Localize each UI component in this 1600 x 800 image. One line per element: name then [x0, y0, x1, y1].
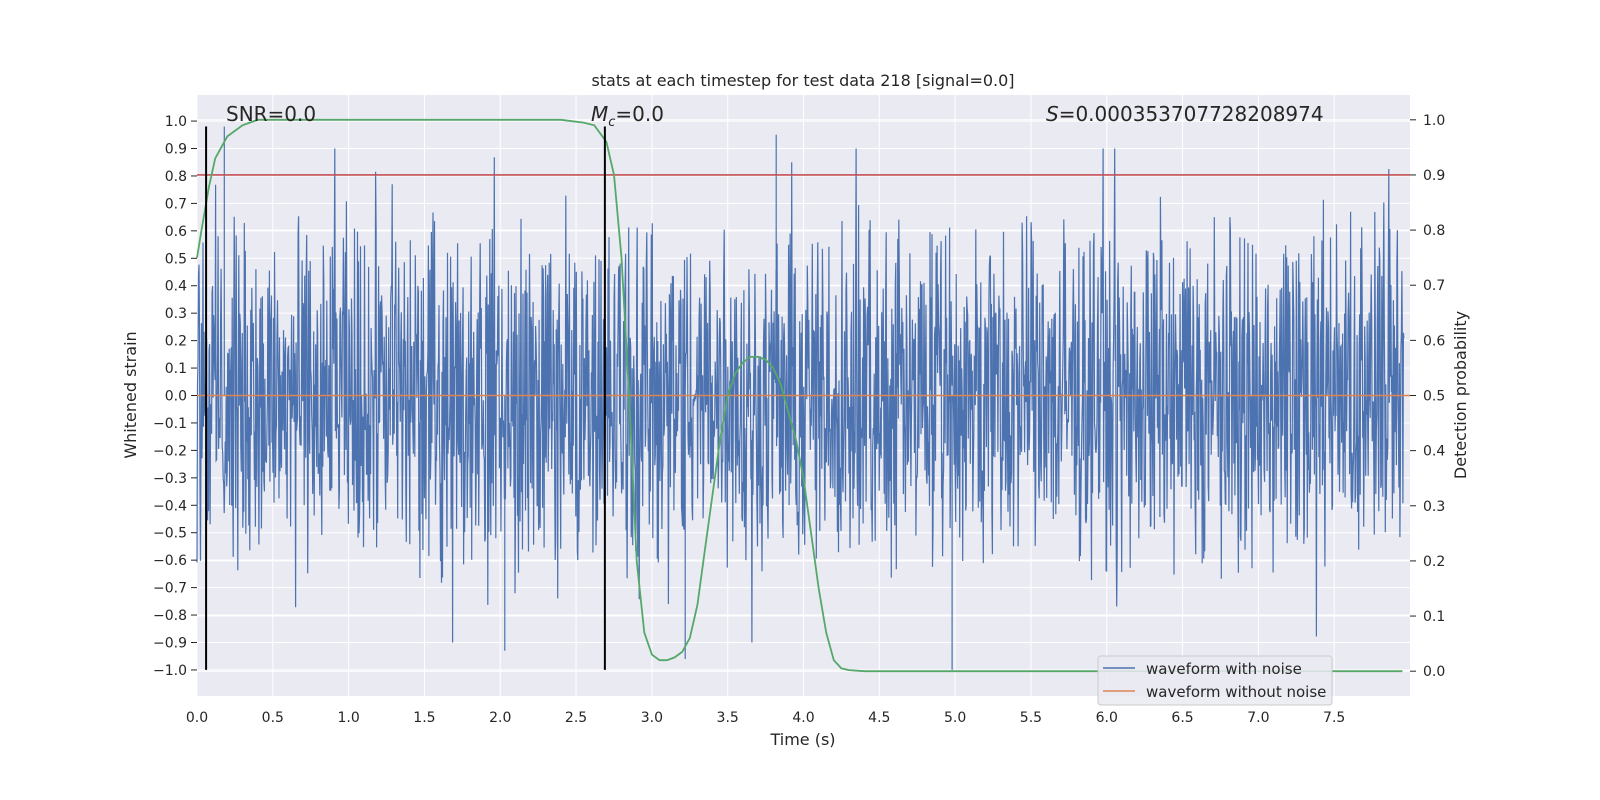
legend: waveform with noise waveform without noi…	[1097, 655, 1333, 706]
noise-waveform-line	[196, 126, 1405, 670]
legend-label-noise: waveform with noise	[1146, 660, 1302, 678]
x-tick-label: 4.5	[868, 710, 890, 726]
x-axis-ticks: 0.0 0.5 1.0 1.5 2.0 2.5 3.0 3.5 4.0 4.5 5.0 5.5 6.0 6…	[186, 710, 1345, 726]
chirp-mass-value: =0.0	[615, 102, 664, 126]
y-tick-label: 0.5	[165, 251, 187, 267]
x-tick-label: 5.0	[944, 710, 966, 726]
x-tick-label: 3.0	[641, 710, 663, 726]
series-detection-probability	[196, 118, 1403, 673]
y2-tick-label: 0.4	[1423, 444, 1445, 460]
x-tick-label: 5.5	[1020, 710, 1042, 726]
x-tick-label: 1.0	[337, 710, 359, 726]
x-tick-label: 0.0	[186, 710, 208, 726]
x-tick-label: 0.5	[262, 710, 284, 726]
probability-line	[196, 118, 1403, 673]
y-tick-label: −0.8	[153, 608, 187, 624]
y-tick-label: 0.0	[165, 389, 187, 405]
y2-tick-label: 0.8	[1423, 223, 1445, 239]
y-tick-label: 0.1	[165, 361, 187, 377]
chirp-mass-subscript: c	[608, 115, 615, 130]
chirp-mass-annotation: Mc=0.0	[591, 102, 664, 130]
x-tick-label: 1.5	[413, 710, 435, 726]
y-tick-label: 0.6	[165, 224, 187, 240]
y-tick-label: −0.1	[153, 416, 187, 432]
y2-tick-label: 0.9	[1423, 168, 1445, 184]
x-tick-label: 2.0	[489, 710, 511, 726]
y-tick-label: 1.0	[165, 114, 187, 130]
legend-box	[1097, 655, 1333, 706]
y2-tick-label: 1.0	[1423, 113, 1445, 129]
y-tick-label: 0.2	[165, 334, 187, 350]
x-tick-label: 7.5	[1323, 710, 1345, 726]
x-tick-label: 6.5	[1171, 710, 1193, 726]
y-tick-label: −0.4	[153, 498, 187, 514]
y2-tick-label: 0.3	[1423, 499, 1445, 515]
y-tick-label: 0.4	[165, 279, 187, 295]
y-axis-label: Whitened strain	[121, 331, 140, 458]
x-tick-label: 2.5	[565, 710, 587, 726]
score-symbol: S	[1046, 102, 1059, 126]
y-tick-label: 0.9	[165, 142, 187, 158]
y-tick-label: −0.2	[153, 443, 187, 459]
y2-axis-label: Detection probability	[1451, 311, 1470, 479]
y-tick-label: −0.7	[153, 581, 187, 597]
x-axis-label: Time (s)	[769, 730, 835, 749]
x-tick-label: 7.0	[1247, 710, 1269, 726]
x-tick-label: 3.5	[717, 710, 739, 726]
y2-tick-label: 0.6	[1423, 333, 1445, 349]
legend-label-clean: waveform without noise	[1146, 683, 1326, 701]
y-tick-label: −0.5	[153, 526, 187, 542]
y2-axis-ticks: 1.0 0.9 0.8 0.7 0.6 0.5 0.4 0.3 0.2 0.1 0.0	[1410, 113, 1445, 680]
score-value: =0.000353707728208974	[1059, 102, 1324, 126]
y2-tick-label: 0.1	[1423, 609, 1445, 625]
y-tick-label: −0.6	[153, 553, 187, 569]
y-tick-label: 0.3	[165, 306, 187, 322]
y2-tick-label: 0.2	[1423, 554, 1445, 570]
y2-tick-label: 0.7	[1423, 278, 1445, 294]
y2-tick-label: 0.5	[1423, 389, 1445, 405]
y-tick-label: 0.7	[165, 196, 187, 212]
y-tick-label: −0.9	[153, 635, 187, 651]
x-tick-label: 4.0	[792, 710, 814, 726]
chirp-mass-symbol: M	[591, 102, 608, 126]
score-annotation: S=0.000353707728208974	[1046, 102, 1324, 126]
series-waveform-with-noise	[196, 126, 1405, 670]
vertical-markers	[205, 126, 606, 670]
x-tick-label: 6.0	[1096, 710, 1118, 726]
y-tick-label: −1.0	[153, 663, 187, 679]
y2-tick-label: 0.0	[1423, 664, 1445, 680]
chart-title: stats at each timestep for test data 218…	[591, 71, 1014, 90]
y-tick-label: −0.3	[153, 471, 187, 487]
snr-annotation: SNR=0.0	[226, 102, 316, 126]
y-axis-ticks: 1.0 0.9 0.8 0.7 0.6 0.5 0.4 0.3 0.2 0.1 0.0 −0.1 −0.…	[153, 114, 197, 679]
y-tick-label: 0.8	[165, 169, 187, 185]
